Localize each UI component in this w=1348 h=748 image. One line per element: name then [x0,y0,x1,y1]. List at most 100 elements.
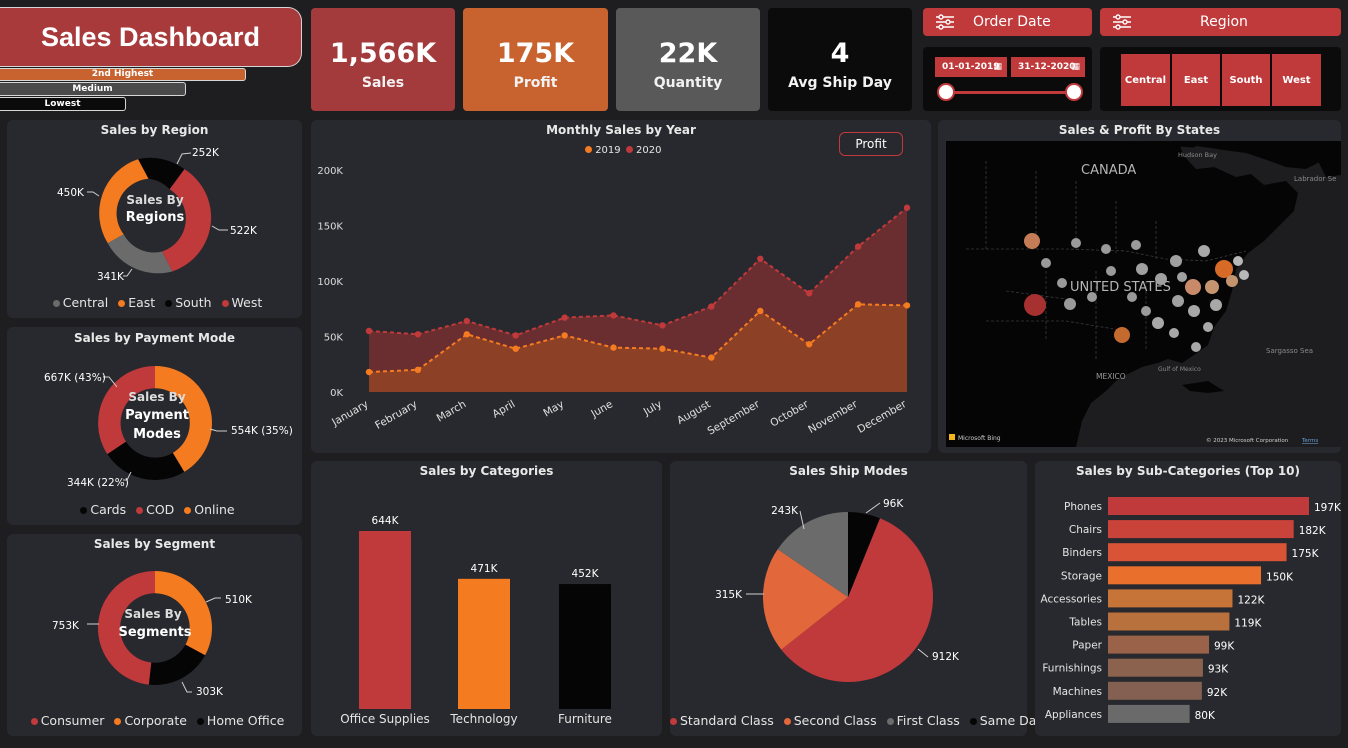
donut-slice-home-office [148,644,206,686]
region-button-east[interactable]: East [1172,54,1220,106]
series-2020-line-point [659,322,666,329]
region-label-west: 252K [192,147,220,159]
x-tick-label: December [855,398,909,436]
calendar-icon: ▦ [993,62,1002,72]
region-button-south[interactable]: South [1222,54,1270,106]
subcat-axis-label: Furnishings [1042,663,1102,675]
end-date-input[interactable]: 31-12-2020 ▦ [1011,57,1085,77]
region-button-label: West [1282,74,1311,86]
map-landmass [946,141,1298,447]
region-button-central[interactable]: Central [1121,54,1170,106]
series-2019-line-point [463,331,471,338]
donut-slice-west [138,157,185,190]
y-tick-label: 150K [317,222,343,233]
x-tick-label: March [435,398,469,424]
series-2019-line-point [708,354,715,361]
series-2020-line-point [561,314,568,321]
legend-cod: COD [146,502,175,517]
map-bubbles [1024,233,1249,352]
legend-west: West [231,295,263,310]
payment-label-online: 667K (43%) [44,372,106,384]
date-range-track [947,91,1075,94]
segment-label-home-office: 303K [196,686,224,698]
map-hudson-bay [1184,146,1222,169]
donut-center-line1: Sales By [126,193,183,207]
categories-bar-chart: 644K Office Supplies 471K Technology 452K Fur… [340,515,612,726]
region-legend: Central East South West [7,295,302,310]
payment-chart-title: Sales by Payment Mode [74,331,235,345]
series-2020-line-point [512,332,519,339]
subcat-value-label: 182K [1299,525,1327,537]
map-label-hudson: Hudson Bay [1178,151,1217,159]
subcat-axis-label: Phones [1064,501,1102,513]
legend-home-office: Home Office [206,713,285,728]
series-2020-line-point [610,312,617,319]
category-axis-label: Technology [449,712,517,726]
kpi-profit-value: 175K [496,38,575,69]
map-terms-link[interactable]: Terms [1301,438,1318,444]
start-date-input[interactable]: 01-01-2019 ▦ [935,57,1007,77]
monthly-legend: 2019 2020 [585,145,661,156]
series-2019-line-point [659,345,666,352]
map-landmass-north [1096,141,1341,169]
category-bar [458,578,510,709]
legend-lowest-label: Lowest [44,99,81,109]
segment-panel: Sales by Segment Sales By Segments 510K … [7,534,302,736]
series-2019-line-point [903,302,911,309]
profit-toggle-button[interactable]: Profit [839,132,903,156]
subcat-bar [1108,589,1233,608]
order-date-filter-button[interactable]: Order Date [923,8,1092,36]
pie-slice-first-class [777,512,848,597]
subcat-bar [1108,543,1287,562]
categories-chart-title: Sales by Categories [419,464,554,478]
map-panel: Sales & Profit By States CANADA Hudson B… [938,120,1341,453]
legend-second-class: Second Class [793,713,877,728]
shipmode-chart-title: Sales Ship Modes [789,464,908,478]
x-tick-label: May [541,398,566,419]
region-filter-button[interactable]: Region [1100,8,1341,36]
legend-medium-label: Medium [72,84,113,94]
pie-value-label: 315K [715,589,743,601]
subcat-axis-label: Paper [1072,640,1102,652]
x-tick-label: June [588,398,615,420]
categories-panel: Sales by Categories 644K Office Supplies 4… [311,461,662,736]
date-range-start-handle[interactable] [937,83,955,101]
legend-2020: 2020 [636,145,662,156]
end-date-value: 31-12-2020 [1018,62,1076,72]
subcat-value-label: 93K [1208,664,1229,676]
kpi-avg-ship-card: 4 Avg Ship Day [768,8,912,111]
region-button-label: East [1183,74,1209,86]
y-tick-label: 200K [317,166,343,177]
subcat-bar [1108,497,1309,515]
subcat-bar-chart: Phones 197K Chairs 182K Binders 175K Storage 15… [1040,497,1341,723]
legend-2019: 2019 [595,145,621,156]
region-filter-label: Region [1200,14,1248,30]
subcat-axis-label: Appliances [1045,709,1102,721]
states-bubble-map[interactable]: CANADA Hudson Bay Labrador Se UNITED STA… [946,141,1341,447]
series-2020-line-point [414,331,422,338]
kpi-avg-ship-value: 4 [830,38,850,69]
donut-slice-online [98,366,155,455]
x-tick-label: August [675,398,713,427]
subcat-value-label: 197K [1314,502,1341,514]
segment-donut-chart: Sales By Segments 510K 753K 303K [52,571,253,698]
series-2019-line-point [610,344,617,351]
payment-legend: Cards COD Online [7,502,302,517]
region-button-label: South [1229,74,1263,86]
donut-slice-south [107,234,173,274]
pie-leader-line [799,510,805,530]
subcat-value-label: 92K [1207,687,1228,699]
x-tick-label: November [806,398,860,436]
payment-donut-chart: Sales By Payment Modes 667K (43%) 554K (… [44,366,293,489]
subcat-axis-label: Tables [1068,617,1102,629]
pie-slice-standard-class [781,518,933,682]
calendar-icon: ▦ [1071,62,1080,72]
kpi-avg-ship-label: Avg Ship Day [788,75,892,91]
subcat-axis-label: Binders [1062,547,1102,559]
category-value-label: 471K [471,563,499,575]
donut-slice-cards [107,441,185,480]
date-range-end-handle[interactable] [1065,83,1083,101]
title-card: Sales Dashboard [0,7,302,67]
shipmode-pie-chart: 912K 315K 243K 96K [715,498,960,682]
region-button-west[interactable]: West [1272,54,1321,106]
